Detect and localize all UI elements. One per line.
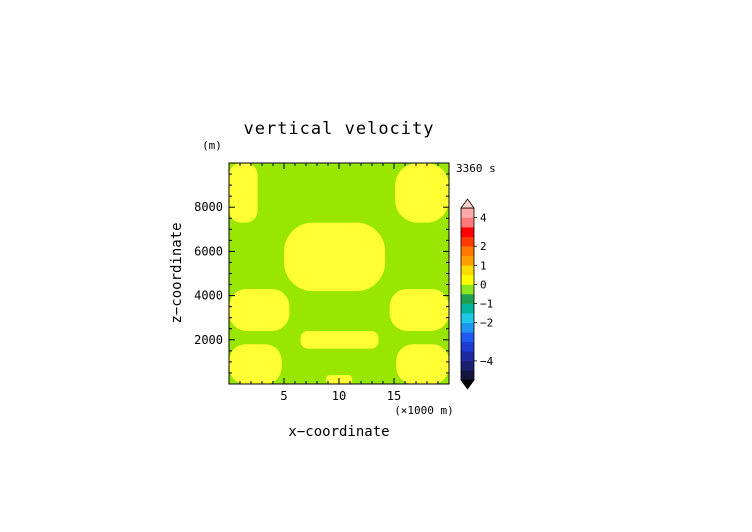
y-axis-label: z−coordinate	[169, 222, 185, 323]
colorbar-band	[461, 246, 474, 257]
colorbar-band	[461, 217, 474, 228]
time-label: 3360 s	[456, 162, 496, 175]
colorbar-tick-label: −1	[480, 298, 493, 311]
colorbar-tick-label: 1	[480, 259, 487, 272]
x-tick-label: 5	[280, 389, 287, 403]
colorbar-band	[461, 255, 474, 266]
contour-region-3	[229, 288, 290, 331]
colorbar-band	[461, 236, 474, 247]
colorbar-band	[461, 284, 474, 295]
colorbar-band	[461, 370, 474, 381]
x-unit-label: (×1000 m)	[394, 404, 454, 417]
colorbar-tick-label: 4	[480, 212, 487, 225]
y-unit-label: (m)	[202, 139, 222, 152]
chart-title: vertical velocity	[244, 119, 435, 139]
colorbar: −4 −2 −1 0 1 2 4	[460, 198, 494, 390]
colorbar-band	[461, 227, 474, 237]
contour-regions	[229, 163, 449, 384]
contour-region-4	[389, 288, 449, 331]
x-tick-label: 15	[387, 389, 401, 403]
y-tick-label: 4000	[194, 289, 223, 303]
colorbar-band	[461, 208, 474, 218]
colorbar-band	[461, 294, 474, 304]
colorbar-tick-label: 2	[480, 240, 487, 253]
colorbar-max-triangle	[460, 198, 475, 209]
contour-region-6	[229, 344, 282, 384]
contour-region-2	[284, 222, 386, 292]
contour-region-5	[300, 330, 379, 349]
colorbar-band	[461, 322, 474, 333]
x-tick-label: 10	[332, 389, 346, 403]
y-tick-label: 8000	[194, 200, 223, 214]
y-tick-label: 2000	[194, 333, 223, 347]
colorbar-band	[461, 341, 474, 352]
contour-region-7	[396, 344, 449, 384]
axes: 5 10 15 2000 4000 6000 8000	[194, 162, 450, 403]
colorbar-band	[461, 274, 474, 285]
y-tick-label: 6000	[194, 244, 223, 258]
colorbar-band	[461, 332, 474, 343]
colorbar-band	[461, 351, 474, 362]
colorbar-band	[461, 265, 474, 276]
colorbar-tick-label: 0	[480, 278, 487, 291]
colorbar-min-triangle	[460, 379, 475, 390]
colorbar-band	[461, 303, 474, 314]
contour-region-0	[229, 163, 258, 223]
colorbar-band	[461, 313, 474, 323]
colorbar-band	[461, 360, 474, 371]
colorbar-tick-label: −4	[480, 355, 494, 368]
colorbar-tick-label: −2	[480, 317, 493, 330]
x-axis-label: x−coordinate	[288, 424, 389, 440]
plot-area	[229, 163, 449, 384]
contour-region-1	[395, 163, 449, 223]
